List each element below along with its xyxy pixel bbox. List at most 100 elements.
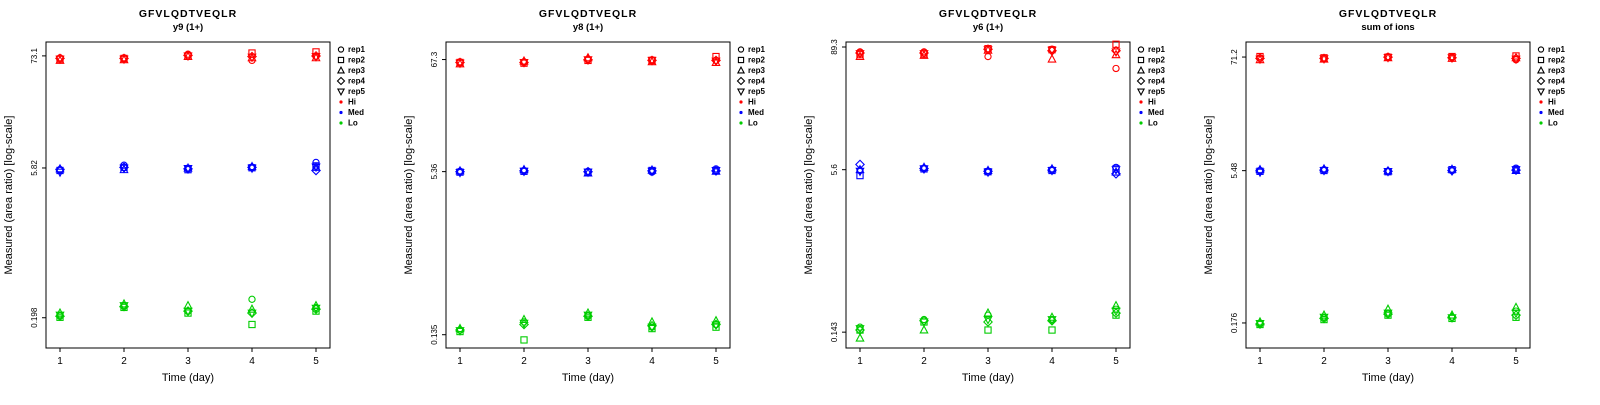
triangle-up-marker — [247, 304, 257, 313]
y-tick-label: 5.82 — [30, 160, 39, 176]
triangle-down-marker — [183, 52, 193, 62]
triangle-down-marker — [1383, 167, 1393, 177]
diamond-marker — [736, 76, 746, 86]
triangle-down-marker — [247, 164, 257, 174]
triangle-down-marker — [1255, 319, 1265, 329]
triangle-down-marker — [519, 319, 529, 329]
triangle-down-marker — [1447, 314, 1457, 323]
x-tick-label: 3 — [185, 356, 191, 367]
triangle-down-marker — [1047, 316, 1057, 325]
x-tick-label: 1 — [857, 356, 863, 367]
dot-marker — [339, 100, 343, 104]
square-marker — [248, 320, 256, 329]
triangle-down-marker — [647, 323, 657, 333]
legend-rep-label: rep1 — [748, 45, 765, 54]
x-tick-label: 5 — [1513, 356, 1519, 367]
triangle-up-marker — [1511, 302, 1521, 311]
triangle-down-marker — [1111, 166, 1121, 175]
legend-level-label: Hi — [1148, 98, 1156, 107]
legend-rep-label: rep5 — [1148, 87, 1165, 96]
square-marker — [984, 326, 992, 334]
triangle-down-marker — [455, 169, 465, 178]
plot-box — [445, 41, 731, 349]
triangle-up-marker — [736, 65, 746, 74]
diamond-marker — [855, 325, 865, 336]
triangle-down-marker — [1111, 307, 1121, 317]
diamond-marker — [983, 316, 993, 327]
triangle-down-marker — [647, 56, 657, 66]
triangle-up-marker — [1511, 52, 1521, 62]
x-tick-label: 1 — [57, 356, 63, 367]
legend-level-label: Lo — [748, 119, 758, 128]
triangle-up-marker — [336, 65, 346, 74]
triangle-up-marker — [55, 163, 65, 173]
legend-rep-label: rep5 — [748, 87, 765, 96]
triangle-down-marker — [919, 165, 929, 175]
panel-svg-sum-of-ions: GFVLQDTVEQLR sum of ions Measured (area ra… — [1203, 8, 1565, 384]
triangle-up-marker — [1383, 304, 1393, 313]
triangle-down-marker — [1255, 168, 1265, 178]
y-tick-label: 0.176 — [1230, 312, 1239, 333]
chart-panel-sum: GFVLQDTVEQLR sum of ions Measured (area ra… — [1200, 0, 1600, 400]
legend-level-label: Lo — [1548, 119, 1558, 128]
dot-marker — [1139, 100, 1143, 104]
diamond-marker — [311, 165, 321, 176]
x-tick-label: 1 — [1257, 356, 1263, 367]
legend-rep-label: rep5 — [1548, 87, 1565, 96]
triangle-down-marker — [919, 318, 929, 328]
diamond-marker — [1111, 168, 1121, 179]
panel-subtitle: sum of ions — [1361, 22, 1414, 33]
triangle-down-marker — [855, 50, 865, 59]
x-axis-title: Time (day) — [562, 372, 614, 384]
y-axis-title: Measured (area ratio) [log-scale] — [1203, 116, 1215, 275]
legend-rep-label: rep2 — [348, 56, 365, 65]
legend-level-label: Med — [1548, 108, 1564, 117]
square-marker — [737, 56, 745, 64]
triangle-down-marker — [1319, 313, 1329, 323]
x-tick-label: 3 — [985, 356, 991, 367]
legend-rep-label: rep1 — [1148, 45, 1165, 54]
dot-marker — [339, 110, 343, 115]
panel-subtitle: y9 (1+) — [173, 22, 203, 33]
triangle-down-marker — [736, 88, 746, 97]
triangle-down-marker — [1383, 309, 1393, 319]
x-tick-label: 3 — [585, 356, 591, 367]
square-marker — [312, 307, 320, 315]
x-tick-label: 2 — [521, 356, 527, 367]
square-marker — [1048, 326, 1056, 334]
dot-marker — [1139, 121, 1143, 125]
triangle-up-marker — [183, 162, 193, 172]
triangle-down-marker — [1111, 48, 1121, 58]
x-axis-title: Time (day) — [962, 372, 1014, 384]
x-tick-label: 3 — [1385, 356, 1391, 367]
dot-marker — [339, 121, 343, 125]
legend-level-label: Hi — [348, 98, 356, 107]
legend-level-label: Lo — [1148, 119, 1158, 128]
panel-subtitle: y8 (1+) — [573, 22, 603, 33]
y-tick-label: 67.3 — [430, 51, 439, 67]
triangle-up-marker — [647, 316, 657, 326]
legend-rep-label: rep4 — [1548, 77, 1565, 86]
circle-marker — [337, 46, 345, 53]
triangle-down-marker — [919, 50, 929, 59]
triangle-down-marker — [711, 166, 721, 176]
triangle-up-marker — [1111, 49, 1121, 59]
chart-panel-y8: GFVLQDTVEQLR y8 (1+) Measured (area ratio)… — [400, 0, 800, 400]
triangle-down-marker — [1536, 88, 1546, 97]
legend-rep-label: rep5 — [348, 87, 365, 96]
legend-level-label: Med — [1148, 108, 1164, 117]
triangle-down-marker — [183, 307, 193, 317]
triangle-down-marker — [1511, 166, 1521, 175]
legend-rep-label: rep3 — [1148, 66, 1165, 75]
triangle-down-marker — [1383, 53, 1393, 63]
circle-marker — [1112, 64, 1120, 73]
triangle-up-marker — [983, 307, 993, 317]
triangle-down-marker — [1047, 166, 1057, 176]
triangle-down-marker — [1047, 46, 1057, 56]
triangle-down-marker — [55, 311, 65, 321]
legend-level-label: Hi — [748, 98, 756, 107]
legend-rep-label: rep3 — [348, 66, 365, 75]
circle-marker — [1137, 46, 1145, 53]
circle-marker — [737, 46, 745, 53]
